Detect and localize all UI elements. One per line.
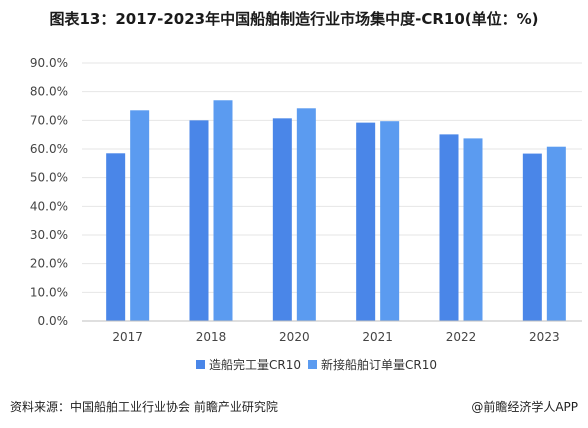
y-tick-label: 80.0% xyxy=(30,85,68,99)
y-tick-label: 20.0% xyxy=(30,257,68,271)
y-tick-label: 10.0% xyxy=(30,285,68,299)
chart-title: 图表13：2017-2023年中国船舶制造行业市场集中度-CR10(单位：%) xyxy=(49,10,539,28)
y-tick-label: 60.0% xyxy=(30,142,68,156)
credit-note: @前瞻经济学人APP xyxy=(471,400,578,414)
bar-chart: 0.0% 10.0% 20.0% 30.0% 40.0% 50.0% 60.0% 70.0% 8… xyxy=(30,56,582,372)
y-tick-label: 40.0% xyxy=(30,199,68,213)
bar-series-2-2020 xyxy=(296,108,316,321)
bar-series-2-2017 xyxy=(130,110,150,321)
y-axis-ticks: 0.0% 10.0% 20.0% 30.0% 40.0% 50.0% 60.0% 70.0% 8… xyxy=(30,56,68,328)
bar-series-2-2018 xyxy=(213,100,233,322)
x-tick-label: 2023 xyxy=(529,330,560,344)
legend: 造船完工量CR10 新接船舶订单量CR10 xyxy=(196,357,437,372)
source-note: 资料来源：中国船舶工业行业协会 前瞻产业研究院 xyxy=(10,400,278,414)
bars xyxy=(106,100,566,322)
bar-series-1-2022 xyxy=(439,134,459,321)
y-tick-label: 0.0% xyxy=(38,314,69,328)
legend-label-series-1: 造船完工量CR10 xyxy=(209,357,301,372)
bar-series-1-2023 xyxy=(522,153,542,321)
x-tick-label: 2021 xyxy=(362,330,393,344)
y-tick-label: 30.0% xyxy=(30,228,68,242)
bar-series-2-2022 xyxy=(463,138,483,321)
bar-series-1-2017 xyxy=(106,153,126,321)
legend-label-series-2: 新接船舶订单量CR10 xyxy=(321,357,437,372)
bar-series-2-2023 xyxy=(546,146,566,321)
x-tick-label: 2017 xyxy=(112,330,143,344)
x-tick-label: 2018 xyxy=(196,330,227,344)
bar-series-1-2021 xyxy=(356,122,376,321)
legend-swatch-series-1 xyxy=(196,360,205,369)
x-tick-label: 2020 xyxy=(279,330,310,344)
bar-series-1-2018 xyxy=(189,120,209,321)
footer: 资料来源：中国船舶工业行业协会 前瞻产业研究院 @前瞻经济学人APP xyxy=(0,396,588,420)
y-tick-label: 90.0% xyxy=(30,56,68,70)
y-tick-label: 70.0% xyxy=(30,113,68,127)
legend-swatch-series-2 xyxy=(308,360,317,369)
x-axis-ticks: 2017 2018 2020 2021 2022 2023 xyxy=(112,330,559,344)
y-tick-label: 50.0% xyxy=(30,171,68,185)
x-tick-label: 2022 xyxy=(446,330,477,344)
bar-series-1-2020 xyxy=(272,118,292,322)
bar-series-2-2021 xyxy=(380,121,400,322)
grid-lines xyxy=(82,62,582,293)
